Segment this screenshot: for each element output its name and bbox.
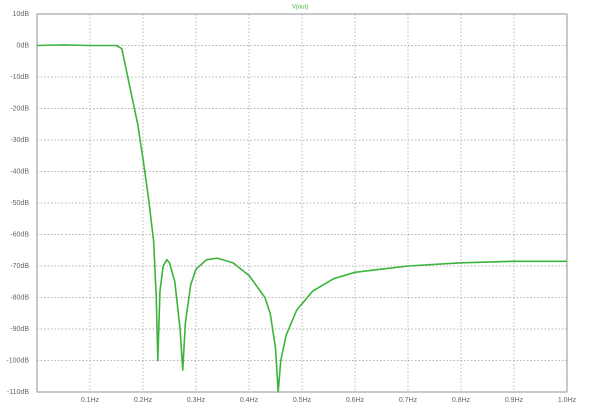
y-tick-label: -80dB: [10, 294, 29, 301]
x-tick-label: 0.9Hz: [505, 397, 524, 404]
x-tick-label: 0.2Hz: [134, 397, 153, 404]
x-tick-label: 0.8Hz: [452, 397, 471, 404]
y-tick-label: -20dB: [10, 105, 29, 112]
x-tick-label: 0.5Hz: [293, 397, 312, 404]
y-tick-label: -50dB: [10, 200, 29, 207]
y-tick-label: -110dB: [7, 389, 29, 396]
line-series: [36, 44, 567, 393]
chart-title: V(out): [292, 5, 308, 11]
y-tick-label: -30dB: [10, 137, 29, 144]
y-tick-label: 0dB: [17, 42, 30, 49]
x-tick-label: 0.7Hz: [399, 397, 418, 404]
x-tick-label: 0.4Hz: [240, 397, 259, 404]
y-tick-label: -100dB: [6, 357, 29, 364]
x-tick-label: 1.0Hz: [558, 397, 577, 404]
x-tick-label: 0.6Hz: [346, 397, 365, 404]
y-tick-label: -10dB: [10, 74, 29, 81]
y-tick-label: -90dB: [10, 326, 29, 333]
y-tick-label: -70dB: [10, 263, 29, 270]
y-tick-label: 10dB: [13, 11, 30, 18]
y-tick-label: -40dB: [10, 168, 29, 175]
y-tick-label: -60dB: [10, 231, 29, 238]
x-tick-label: 0.3Hz: [187, 397, 206, 404]
x-tick-label: 0.1Hz: [81, 397, 100, 404]
